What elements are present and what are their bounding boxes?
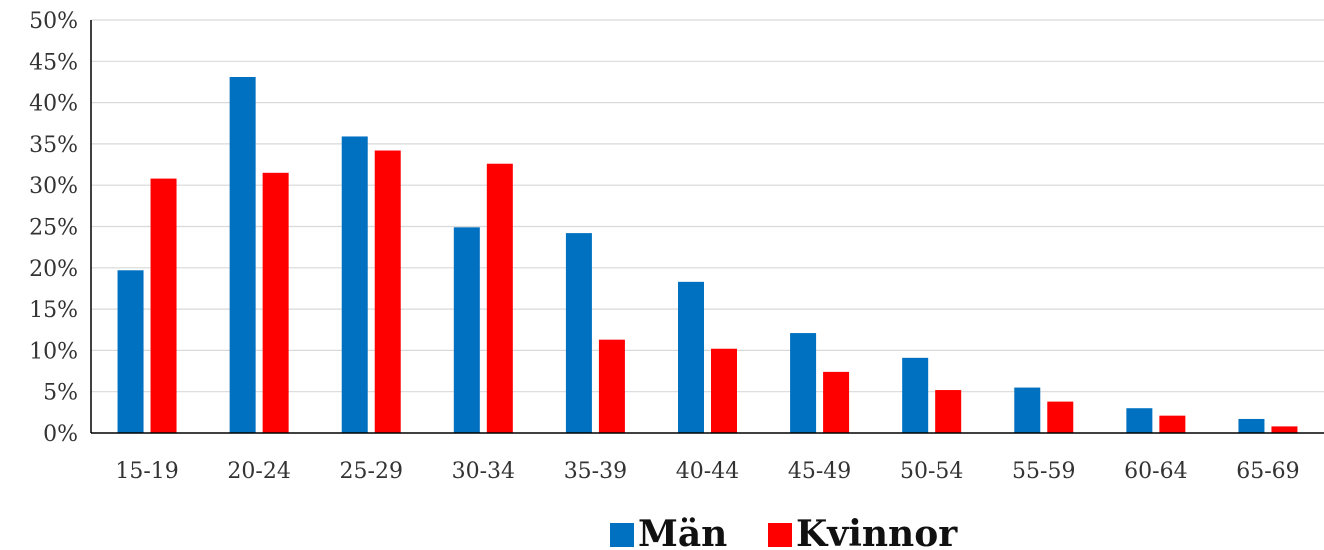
- bars: [117, 76, 1298, 433]
- y-tick-label: 40%: [29, 92, 78, 117]
- bar-kvinnor-40-44: [711, 348, 737, 433]
- bar-kvinnor-30-34: [486, 163, 513, 433]
- axes: [90, 20, 1324, 434]
- x-tick-label: 15-19: [115, 459, 178, 484]
- legend-swatch-man: [610, 523, 634, 547]
- bar-man-25-29: [341, 136, 368, 433]
- legend-item-kvinnor: Kvinnor: [768, 513, 958, 550]
- x-tick-label: 45-49: [788, 459, 851, 484]
- bar-man-20-24: [229, 76, 256, 433]
- bar-kvinnor-35-39: [598, 339, 625, 433]
- bar-man-55-59: [1014, 387, 1041, 433]
- bar-man-60-64: [1126, 408, 1153, 433]
- y-tick-label: 0%: [43, 422, 78, 447]
- bar-man-50-54: [902, 357, 929, 433]
- bar-kvinnor-65-69: [1271, 426, 1298, 433]
- x-tick-label: 60-64: [1124, 459, 1187, 484]
- x-tick-label: 50-54: [900, 459, 963, 484]
- x-tick-label: 65-69: [1236, 459, 1299, 484]
- x-axis-ticks: 15-19 20-24 25-29 30-34 35-39 40-44 45-49 50-54…: [115, 459, 1299, 484]
- y-tick-label: 5%: [43, 381, 78, 406]
- y-tick-label: 25%: [29, 216, 78, 241]
- y-axis-ticks: 0% 5% 10% 15% 20% 25% 30% 35% 40% 45% 50%: [29, 9, 78, 447]
- bar-kvinnor-50-54: [935, 390, 962, 433]
- bar-man-15-19: [117, 270, 144, 433]
- bar-man-30-34: [453, 227, 480, 433]
- legend: Män Kvinnor: [610, 513, 958, 550]
- bar-man-45-49: [790, 333, 817, 433]
- bar-kvinnor-15-19: [150, 178, 177, 433]
- bar-kvinnor-20-24: [262, 172, 289, 433]
- x-tick-label: 20-24: [227, 459, 290, 484]
- bar-man-40-44: [678, 281, 704, 433]
- y-tick-label: 20%: [29, 257, 78, 282]
- bar-man-65-69: [1238, 418, 1265, 433]
- y-tick-label: 50%: [29, 9, 78, 34]
- legend-swatch-kvinnor: [768, 523, 792, 547]
- x-tick-label: 40-44: [676, 459, 739, 484]
- bar-man-35-39: [565, 233, 592, 433]
- legend-item-man: Män: [610, 513, 727, 550]
- x-tick-label: 35-39: [564, 459, 627, 484]
- x-tick-label: 30-34: [452, 459, 515, 484]
- x-tick-label: 55-59: [1012, 459, 1075, 484]
- x-tick-label: 25-29: [340, 459, 403, 484]
- bar-kvinnor-55-59: [1047, 401, 1074, 433]
- y-tick-label: 10%: [29, 339, 78, 364]
- legend-label-man: Män: [638, 513, 727, 550]
- y-tick-label: 30%: [29, 174, 78, 199]
- bar-kvinnor-60-64: [1159, 415, 1186, 433]
- y-tick-label: 15%: [29, 298, 78, 323]
- legend-label-kvinnor: Kvinnor: [796, 513, 958, 550]
- y-tick-label: 45%: [29, 50, 78, 75]
- bar-kvinnor-25-29: [374, 150, 401, 433]
- gridlines: [91, 19, 1324, 393]
- y-tick-label: 35%: [29, 133, 78, 158]
- bar-kvinnor-45-49: [823, 371, 850, 433]
